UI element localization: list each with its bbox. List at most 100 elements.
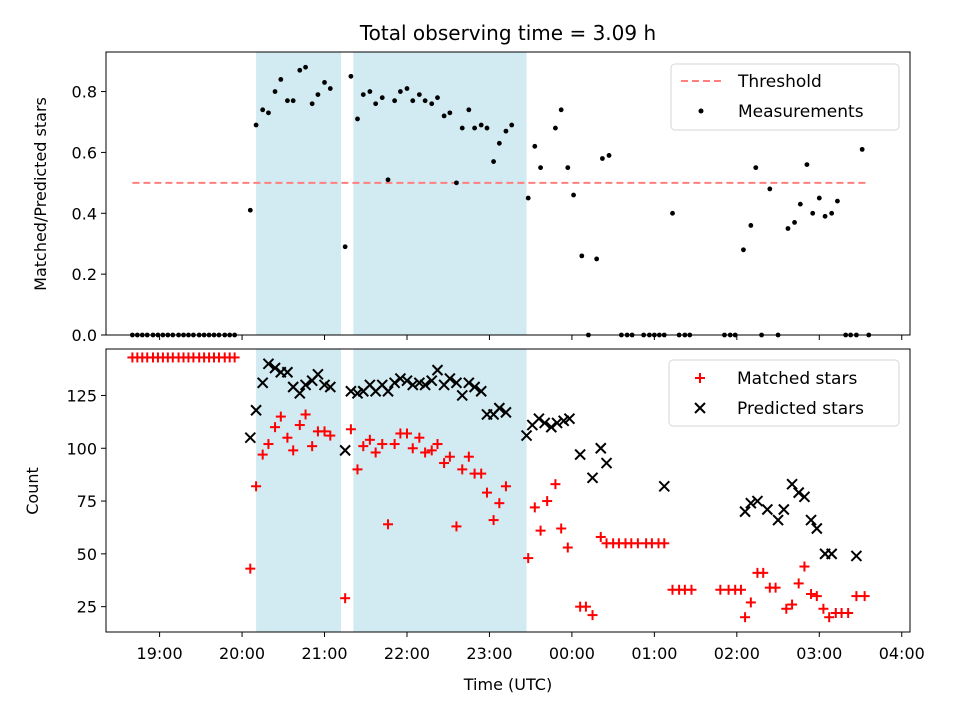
bottom-series-0-point-86 — [686, 584, 697, 595]
bottom-series-0-point-33 — [319, 426, 330, 437]
bottom-series-1-point-58 — [772, 514, 784, 526]
bottom-series-1-point-46-b — [551, 417, 563, 429]
bottom-series-1-point-25-b — [407, 379, 419, 391]
top-data-marks — [129, 64, 872, 338]
top-series-0-point-103 — [829, 210, 835, 216]
bottom-series-1-point-1 — [250, 404, 262, 416]
top-series-0-point-39 — [367, 89, 373, 94]
top-series-0-point-24 — [266, 110, 271, 116]
bottom-series-1-point-44-b — [538, 417, 551, 429]
bottom-series-0-point-102 — [811, 591, 822, 602]
bottom-legend: Matched stars Predicted stars — [668, 359, 900, 427]
top-y-tick-label-0: 0.0 — [72, 326, 97, 345]
bottom-series-0-point-26 — [275, 411, 286, 422]
bottom-series-1-point-11 — [312, 368, 324, 381]
top-series-0-point-23 — [260, 107, 266, 113]
bottom-series-0-point-35 — [340, 593, 351, 604]
bottom-series-0-point-64 — [535, 525, 546, 536]
top-series-0-point-35 — [342, 244, 348, 250]
bottom-series-1-point-62 — [798, 491, 811, 503]
bottom-series-1-point-33 — [456, 389, 468, 402]
top-series-0-point-104 — [835, 198, 840, 204]
bottom-series-0-point-39 — [364, 434, 375, 445]
bottom-series-1-point-48 — [563, 412, 576, 425]
bottom-series-0-point-22 — [251, 481, 262, 492]
top-series-0-point-58 — [484, 125, 490, 131]
bottom-series-1-point-54 — [739, 505, 751, 518]
matched-legend-plus — [695, 373, 705, 383]
top-legend: Threshold Measurements — [670, 63, 900, 131]
bottom-series-1-point-53 — [658, 480, 670, 492]
bottom-x-axis-label: Time (UTC) — [463, 675, 552, 694]
bottom-series-1-point-46 — [551, 417, 563, 429]
bottom-series-0-point-97 — [781, 603, 792, 614]
bottom-series-1-point-66 — [825, 548, 838, 560]
predicted-stars-legend-label: Predicted stars — [737, 399, 864, 419]
bottom-y-tick-label-3: 100 — [66, 439, 97, 458]
bottom-series-0-point-100 — [799, 561, 810, 572]
bottom-series-1-point-67-b — [850, 550, 863, 562]
bottom-series-1-point-39 — [493, 402, 506, 414]
top-series-0-point-64 — [532, 143, 538, 149]
x-tick-label-4: 23:00 — [466, 644, 512, 663]
bottom-series-0-point-67 — [556, 523, 567, 534]
top-series-0-point-27 — [285, 98, 290, 104]
bottom-series-1-point-6 — [281, 366, 294, 378]
bottom-series-1-point-66-b — [825, 548, 838, 560]
bottom-shaded-regions — [256, 349, 527, 632]
measurements-legend-swatch — [698, 108, 704, 114]
bottom-y-tick-label-0: 25 — [77, 598, 97, 617]
top-series-0-point-53 — [454, 180, 459, 186]
bottom-series-0-point-62 — [523, 553, 534, 564]
bottom-series-0-point-24 — [263, 439, 274, 450]
top-series-0-point-90 — [741, 247, 746, 253]
bottom-series-1-point-54-b — [739, 505, 751, 518]
bottom-data-marks — [127, 352, 870, 623]
bottom-series-1-point-50-b — [586, 472, 599, 484]
bottom-y-tick-label-1: 50 — [77, 545, 97, 564]
bottom-series-1-point-55 — [745, 497, 757, 509]
top-series-0-point-45 — [404, 86, 410, 91]
x-tick-label-2: 21:00 — [301, 644, 347, 663]
bottom-series-0-point-34 — [325, 430, 336, 441]
bottom-series-1-point-3-b — [262, 358, 275, 370]
bottom-series-1-point-56-b — [751, 495, 764, 507]
bottom-series-1-point-2 — [256, 377, 269, 389]
bottom-series-1-point-43-b — [533, 412, 545, 425]
top-series-0-point-26 — [278, 76, 284, 82]
bottom-plot-frame — [105, 348, 911, 633]
bottom-series-0-point-59 — [488, 515, 499, 526]
bottom-series-0-point-82 — [659, 538, 670, 549]
bottom-series-1-point-8-b — [294, 387, 306, 400]
bottom-legend-box — [668, 359, 900, 427]
bottom-series-1-point-15 — [345, 385, 357, 397]
top-series-0-point-21 — [247, 207, 253, 213]
top-series-0-point-108 — [859, 146, 865, 152]
bottom-series-1-point-1-b — [250, 404, 262, 416]
matched-stars-legend-label: Matched stars — [737, 369, 857, 389]
bottom-series-0-point-57 — [476, 468, 487, 479]
bottom-series-1-point-64 — [811, 522, 823, 535]
bottom-series-1-point-4 — [269, 362, 281, 374]
bottom-series-1-point-35-b — [468, 381, 481, 393]
top-series-0-point-94 — [767, 186, 773, 192]
bottom-series-0-point-109 — [859, 591, 870, 602]
bottom-series-1-point-23 — [394, 372, 407, 385]
bottom-series-0-point-63 — [529, 502, 540, 513]
bottom-series-0-point-45 — [401, 428, 412, 439]
bottom-series-1-point-44 — [538, 417, 551, 429]
top-plot-frame — [105, 51, 911, 336]
top-series-0-point-25 — [272, 89, 278, 94]
bottom-series-0-point-21 — [245, 563, 256, 574]
x-tick-label-1: 20:00 — [219, 644, 265, 663]
bottom-series-1-point-21-b — [382, 385, 394, 397]
bottom-series-1-point-25 — [407, 379, 419, 391]
bottom-series-0-point-51 — [439, 458, 450, 469]
bottom-series-1-point-51 — [595, 442, 607, 454]
top-panel: 0.00.20.40.60.8 Matched/Predicted stars … — [31, 51, 911, 345]
bottom-series-1-point-32 — [450, 377, 463, 389]
bottom-series-1-point-9 — [299, 379, 312, 391]
bottom-series-1-point-21 — [382, 385, 394, 397]
bottom-series-0-point-20 — [229, 352, 240, 363]
